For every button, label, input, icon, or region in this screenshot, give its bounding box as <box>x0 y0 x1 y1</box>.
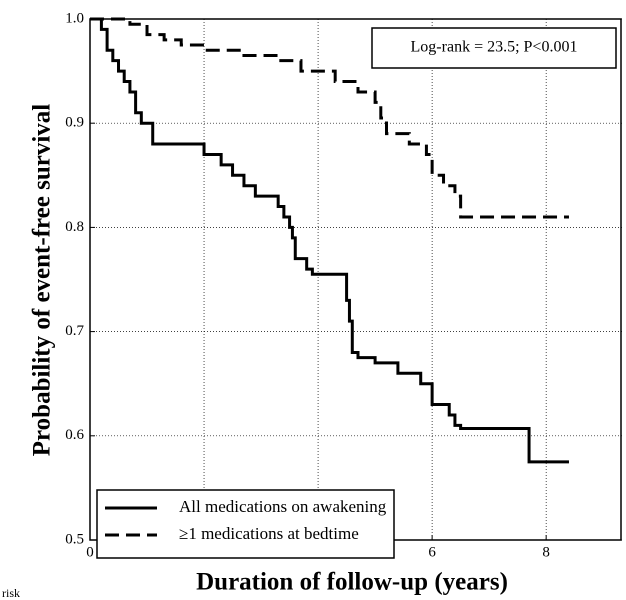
legend-label: All medications on awakening <box>179 497 387 516</box>
y-tick-label: 0.7 <box>65 323 84 339</box>
x-tick-label: 0 <box>86 544 94 560</box>
survival-curve <box>90 17 569 219</box>
y-tick-label: 0.8 <box>65 219 84 235</box>
x-tick-label: 6 <box>428 544 436 560</box>
annotation-box <box>371 27 617 69</box>
survival-curve <box>90 17 569 464</box>
x-axis-title: Duration of follow-up (years) <box>196 569 508 596</box>
y-tick-label: 1.0 <box>65 10 84 26</box>
legend-box <box>96 489 395 559</box>
y-tick-label: 0.5 <box>65 531 84 547</box>
y-tick-label: 0.9 <box>65 115 84 131</box>
legend-label: ≥1 medications at bedtime <box>179 524 359 543</box>
corner-text: risk <box>2 586 20 600</box>
x-tick-label: 8 <box>542 544 550 560</box>
y-tick-label: 0.6 <box>65 427 84 443</box>
annotation: Log-rank = 23.5; P<0.001 <box>411 39 578 56</box>
y-axis-title: Probability of event-free survival <box>29 104 56 457</box>
